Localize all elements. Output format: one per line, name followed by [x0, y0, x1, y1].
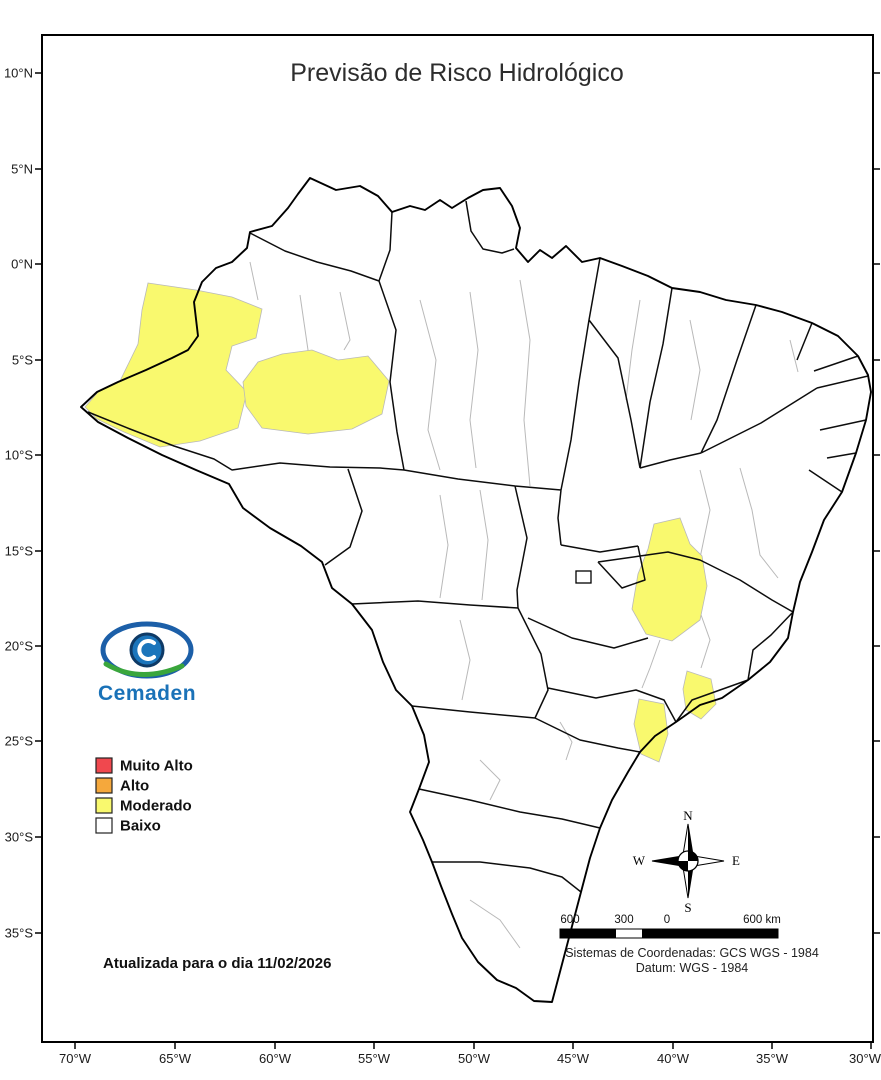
state-boundaries: [87, 200, 869, 893]
cemaden-wordmark: Cemaden: [98, 682, 196, 705]
update-note: Atualizada para o dia 11/02/2026: [103, 955, 331, 972]
lon-label: 40°W: [657, 1051, 690, 1066]
scale-label-600-km: 600 km: [743, 914, 781, 926]
legend-swatch-alto: [95, 777, 113, 794]
legend-swatch-baixo: [95, 817, 113, 834]
scale-bar-segment: [667, 929, 778, 938]
coordinate-system-note: Sistemas de Coordenadas: GCS WGS - 1984 …: [565, 946, 819, 975]
lat-label: 30°S: [5, 830, 34, 845]
risk-area-moderado-sudeste-2: [633, 698, 669, 763]
legend-swatch-moderado: [95, 797, 113, 814]
scale-label-300: 300: [614, 914, 633, 926]
lon-label: 55°W: [358, 1051, 391, 1066]
municipal-boundaries: [149, 261, 799, 949]
lon-label: 50°W: [458, 1051, 491, 1066]
datum-line: Datum: WGS - 1984: [636, 961, 749, 975]
lon-label: 35°W: [756, 1051, 789, 1066]
risk-legend: Muito Alto Alto Moderado Baixo: [95, 757, 193, 835]
legend-label-muito-alto: Muito Alto: [120, 758, 193, 775]
compass-s-label: S: [684, 900, 691, 915]
lon-label: 30°W: [849, 1051, 881, 1066]
lat-label: 20°S: [5, 639, 34, 654]
lat-label: 0°N: [11, 257, 33, 272]
cemaden-logo: Cemaden: [98, 621, 196, 705]
lon-label: 65°W: [159, 1051, 192, 1066]
lat-label: 35°S: [5, 926, 34, 941]
lon-label: 70°W: [59, 1051, 92, 1066]
compass-w-label: W: [633, 853, 646, 868]
lat-label: 5°N: [11, 162, 33, 177]
lat-axis: 10°N 5°N 0°N 5°S 10°S 15°S 20°S 25°S 30°…: [4, 66, 880, 941]
cemaden-eye-icon: [100, 621, 194, 679]
risk-area-moderado-sudeste-1: [682, 670, 717, 720]
coord-system-line: Sistemas de Coordenadas: GCS WGS - 1984: [565, 946, 819, 960]
lat-label: 10°S: [5, 448, 34, 463]
scale-label-0: 0: [664, 914, 670, 926]
compass-rose-icon: N S E W: [633, 808, 740, 915]
compass-n-label: N: [683, 808, 693, 823]
brazil-outline: [80, 177, 872, 1003]
lat-ticks: [35, 72, 880, 934]
risk-area-moderado-amazonas-south: [242, 349, 390, 435]
scale-bar-segment: [642, 929, 667, 938]
lon-label: 60°W: [259, 1051, 292, 1066]
distrito-federal-outline: [575, 570, 592, 584]
compass-e-label: E: [732, 853, 740, 868]
lon-ticks: [74, 1042, 872, 1049]
lat-label: 10°N: [4, 66, 33, 81]
lon-label: 45°W: [557, 1051, 590, 1066]
legend-label-moderado: Moderado: [120, 798, 192, 815]
lat-label: 5°S: [12, 353, 33, 368]
scale-bar-segment: [560, 929, 616, 938]
risk-area-moderado-minas: [631, 517, 708, 642]
scale-label-600-left: 600: [560, 914, 579, 926]
legend-swatch-muito-alto: [95, 757, 113, 774]
legend-label-baixo: Baixo: [120, 818, 161, 835]
lon-axis: 70°W 65°W 60°W 55°W 50°W 45°W 40°W 35°W …: [59, 1042, 881, 1066]
legend-label-alto: Alto: [120, 778, 149, 795]
lat-label: 25°S: [5, 734, 34, 749]
page-title: Previsão de Risco Hidrológico: [290, 59, 623, 87]
lat-label: 15°S: [5, 544, 34, 559]
scale-bar: 600 300 0 600 km: [559, 914, 781, 939]
